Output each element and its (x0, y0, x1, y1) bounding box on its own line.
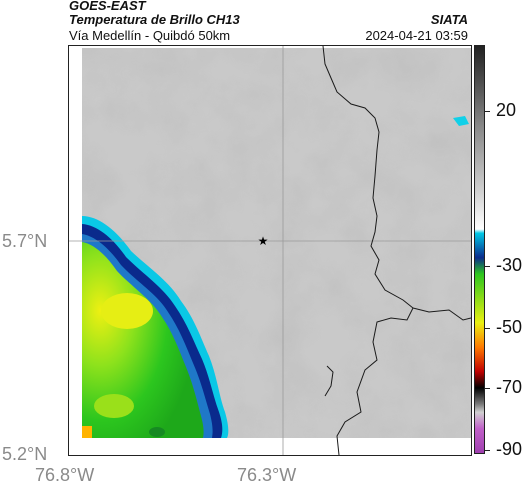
colorbar-tick (485, 450, 490, 451)
brightness-temperature-map[interactable]: ★ (68, 45, 472, 456)
lat-label-52: 5.2°N (2, 444, 48, 464)
cloud-top-lime (94, 394, 134, 418)
colorbar-tick (485, 388, 490, 389)
lon-label-768: 76.8°W (35, 465, 95, 485)
cloud-top-yellow (101, 293, 153, 329)
timestamp: 2024-04-21 03:59 (365, 28, 468, 43)
colorbar-tick (485, 266, 490, 267)
colorbar (474, 45, 485, 454)
border-line (322, 46, 414, 455)
station-marker: ★ (258, 234, 269, 248)
colorbar-label-minus90: -90 (496, 439, 523, 459)
region-subtitle: Vía Medellín - Quibdó 50km (69, 28, 231, 43)
product-title: Temperatura de Brillo CH13 (69, 12, 240, 27)
satellite-label: GOES-EAST (69, 0, 146, 13)
cloud-top-dark-green (149, 427, 165, 437)
cloud-top-speck (453, 116, 469, 126)
border-line-east (412, 307, 471, 321)
cloud-top-core (82, 242, 204, 438)
lat-label-57: 5.7°N (2, 231, 48, 251)
colorbar-label-minus50: -50 (496, 317, 523, 337)
cloud-top-orange (82, 426, 92, 438)
border-line-spur (324, 365, 334, 397)
colorbar-tick (485, 111, 490, 112)
colorbar-tick (485, 328, 490, 329)
colorbar-label-minus30: -30 (496, 255, 523, 275)
brand-label: SIATA (430, 12, 468, 27)
colorbar-label-20: 20 (496, 100, 517, 120)
lon-label-763: 76.3°W (237, 465, 297, 485)
colorbar-label-minus70: -70 (496, 377, 523, 397)
